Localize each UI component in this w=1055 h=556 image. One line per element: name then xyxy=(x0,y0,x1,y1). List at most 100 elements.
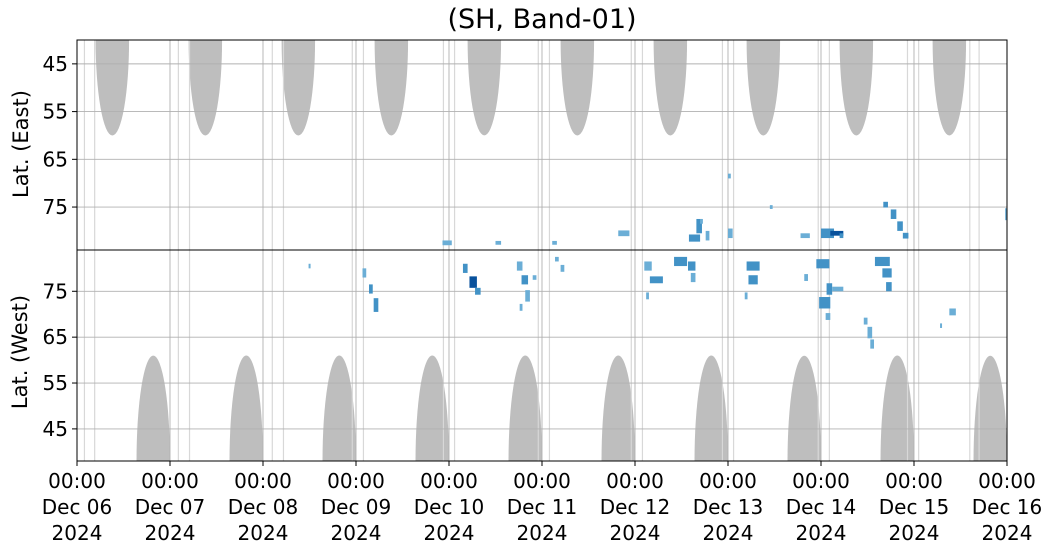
sunlit-region-west-14 xyxy=(508,355,542,461)
sunlit-region-east-2 xyxy=(281,40,316,136)
sunlit-region-east-0 xyxy=(95,40,130,136)
x-tick-time-7: 00:00 xyxy=(699,469,757,493)
sunlit-region-west-18 xyxy=(880,355,914,461)
x-tick-year-4: 2024 xyxy=(424,521,475,545)
x-tick-time-9: 00:00 xyxy=(885,469,943,493)
intensity-cell-38 xyxy=(688,261,696,271)
intensity-cell-39 xyxy=(690,272,696,283)
intensity-cell-49 xyxy=(863,317,868,325)
y-tick-label-west-65: 65 xyxy=(43,325,68,349)
intensity-cell-33 xyxy=(560,264,565,272)
x-tick-year-9: 2024 xyxy=(889,521,940,545)
x-tick-date-10: Dec 16 xyxy=(972,495,1043,519)
intensity-cell-17 xyxy=(897,221,903,231)
y-tick-label-east-65: 65 xyxy=(43,147,68,171)
intensity-cell-37 xyxy=(674,256,688,267)
x-tick-year-2: 2024 xyxy=(238,521,289,545)
x-tick-year-3: 2024 xyxy=(331,521,382,545)
sunlit-region-east-5 xyxy=(560,40,595,136)
intensity-cell-56 xyxy=(940,323,943,328)
intensity-cell-41 xyxy=(748,275,758,285)
y-tick-label-west-45: 45 xyxy=(43,417,68,441)
sunlit-region-west-13 xyxy=(415,355,449,461)
x-tick-date-6: Dec 12 xyxy=(600,495,671,519)
intensity-cell-10 xyxy=(769,205,773,209)
intensity-cell-22 xyxy=(369,284,373,294)
y-tick-label-east-45: 45 xyxy=(43,52,68,76)
y-tick-label-east-55: 55 xyxy=(43,100,68,124)
x-tick-year-7: 2024 xyxy=(703,521,754,545)
intensity-cell-36 xyxy=(646,292,649,300)
intensity-cell-7 xyxy=(705,230,710,241)
intensity-cell-16 xyxy=(890,209,897,219)
intensity-cell-29 xyxy=(525,290,530,302)
x-tick-time-6: 00:00 xyxy=(606,469,664,493)
intensity-cell-13 xyxy=(830,230,844,236)
intensity-cell-9 xyxy=(728,173,731,179)
x-tick-time-2: 00:00 xyxy=(234,469,292,493)
sunlit-region-east-8 xyxy=(839,40,874,136)
chart-title: (SH, Band-01) xyxy=(447,4,637,35)
intensity-cell-31 xyxy=(532,275,537,280)
intensity-cell-4 xyxy=(688,234,701,242)
intensity-cell-23 xyxy=(373,298,379,312)
x-tick-time-5: 00:00 xyxy=(513,469,571,493)
intensity-cell-48 xyxy=(832,286,844,292)
x-tick-year-6: 2024 xyxy=(610,521,661,545)
x-tick-time-4: 00:00 xyxy=(420,469,478,493)
grid-layer xyxy=(76,40,1008,461)
sunlit-region-west-11 xyxy=(229,355,263,461)
intensity-cell-55 xyxy=(949,308,956,316)
intensity-cell-0 xyxy=(442,240,452,246)
intensity-cell-52 xyxy=(874,256,890,267)
intensity-cell-3 xyxy=(618,230,630,237)
y-tick-label-west-75: 75 xyxy=(43,279,68,303)
intensity-cell-1 xyxy=(495,240,502,245)
intensity-cell-47 xyxy=(825,313,831,320)
sunlit-region-west-17 xyxy=(787,355,821,461)
intensity-cell-21 xyxy=(362,268,367,278)
sunlit-region-east-7 xyxy=(746,40,781,136)
intensity-cell-20 xyxy=(308,263,311,269)
x-tick-date-8: Dec 14 xyxy=(786,495,857,519)
intensity-cell-51 xyxy=(870,339,875,349)
intensity-cell-45 xyxy=(826,283,833,295)
sunlit-region-west-15 xyxy=(601,355,635,461)
sunlit-region-west-10 xyxy=(136,355,170,461)
sunlit-region-east-4 xyxy=(467,40,502,136)
x-tick-year-5: 2024 xyxy=(517,521,568,545)
sunlit-region-east-6 xyxy=(653,40,688,136)
intensity-cell-40 xyxy=(746,261,760,271)
intensity-cell-25 xyxy=(469,276,477,288)
intensity-cell-30 xyxy=(519,303,523,311)
sunlit-region-west-12 xyxy=(322,355,356,461)
x-tick-date-9: Dec 15 xyxy=(879,495,950,519)
x-tick-date-3: Dec 09 xyxy=(321,495,392,519)
y-tick-label-east-75: 75 xyxy=(43,195,68,219)
sunlit-region-east-3 xyxy=(374,40,409,136)
intensity-cell-15 xyxy=(883,201,888,208)
intensity-cell-12 xyxy=(821,228,835,239)
sunlit-region-east-9 xyxy=(932,40,967,136)
x-tick-time-8: 00:00 xyxy=(792,469,850,493)
x-tick-time-10: 00:00 xyxy=(978,469,1036,493)
intensity-cell-8 xyxy=(728,228,733,239)
intensity-cell-26 xyxy=(475,287,481,295)
intensity-cell-34 xyxy=(644,261,652,271)
intensity-cell-14 xyxy=(839,233,844,239)
intensity-cell-18 xyxy=(902,232,909,239)
x-tick-time-1: 00:00 xyxy=(141,469,199,493)
intensity-cell-46 xyxy=(819,297,831,309)
x-tick-date-5: Dec 11 xyxy=(507,495,578,519)
intensity-cell-5 xyxy=(696,218,702,234)
x-tick-date-7: Dec 13 xyxy=(693,495,764,519)
x-tick-date-0: Dec 06 xyxy=(42,495,113,519)
intensity-cell-32 xyxy=(555,256,559,262)
x-tick-time-3: 00:00 xyxy=(327,469,385,493)
intensity-cell-6 xyxy=(700,218,703,224)
sunlit-region-west-16 xyxy=(694,355,728,461)
x-tick-year-10: 2024 xyxy=(982,521,1033,545)
x-tick-year-0: 2024 xyxy=(52,521,103,545)
